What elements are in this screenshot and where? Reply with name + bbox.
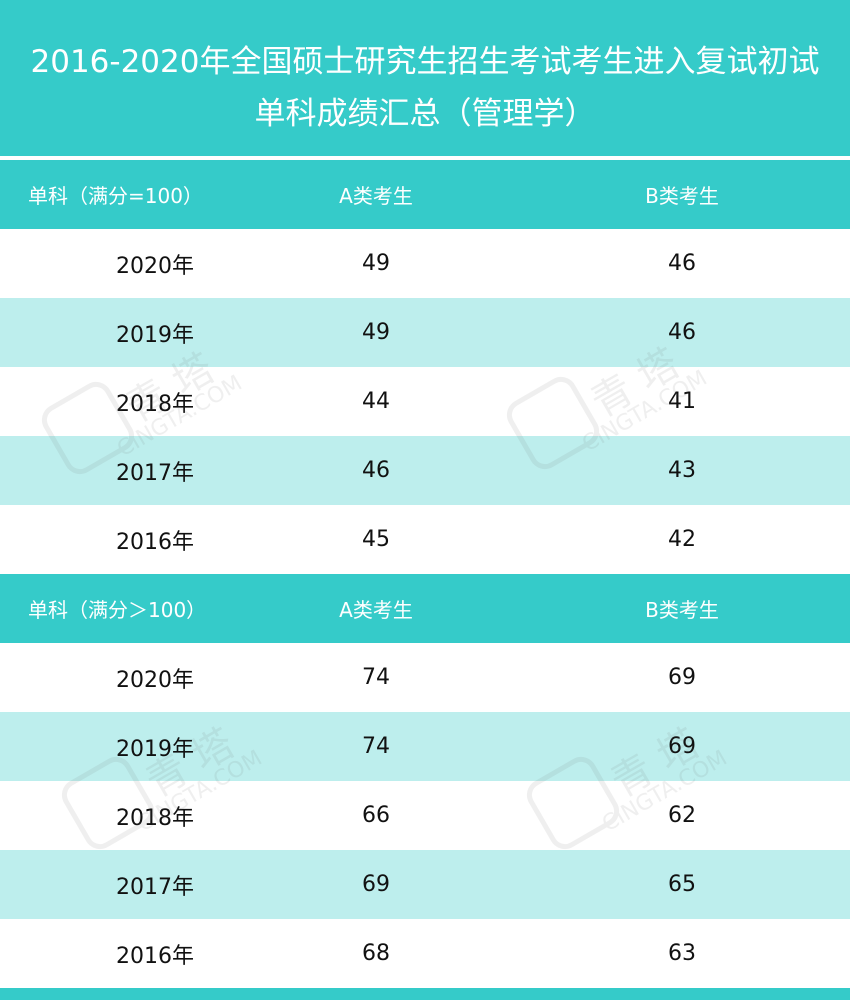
year-cell: 2018年: [116, 805, 194, 831]
table-row: 2018年 44 41: [0, 367, 850, 436]
score-a-cell: 44: [362, 389, 390, 414]
page-title-banner: 2016-2020年全国硕士研究生招生考试考生进入复试初试 单科成绩汇总（管理学…: [0, 0, 850, 156]
score-a-cell: 69: [362, 872, 390, 897]
page-title-line-1: 2016-2020年全国硕士研究生招生考试考生进入复试初试: [30, 44, 820, 80]
score-b-cell: 65: [668, 872, 696, 897]
score-b-cell: 46: [668, 251, 696, 276]
page-title-line-2: 单科成绩汇总（管理学）: [254, 96, 596, 132]
year-cell: 2016年: [116, 943, 194, 969]
score-b-cell: 69: [668, 665, 696, 690]
score-b-cell: 43: [668, 458, 696, 483]
score-a-cell: 45: [362, 527, 390, 552]
year-cell: 2017年: [116, 874, 194, 900]
year-cell: 2020年: [116, 253, 194, 279]
year-cell: 2019年: [116, 736, 194, 762]
header-category-a: A类考生: [339, 184, 413, 208]
year-cell: 2019年: [116, 322, 194, 348]
score-a-cell: 49: [362, 251, 390, 276]
score-b-cell: 46: [668, 320, 696, 345]
header-subject-label: 单科（满分=100）: [28, 184, 203, 208]
score-b-cell: 42: [668, 527, 696, 552]
score-a-cell: 66: [362, 803, 390, 828]
table-row: 2020年 49 46: [0, 229, 850, 298]
divider: [0, 156, 850, 160]
table-row: 2019年 49 46: [0, 298, 850, 367]
year-cell: 2018年: [116, 391, 194, 417]
score-a-cell: 74: [362, 734, 390, 759]
score-b-cell: 69: [668, 734, 696, 759]
score-b-cell: 63: [668, 941, 696, 966]
table-row: 2019年 74 69: [0, 712, 850, 781]
score-b-cell: 62: [668, 803, 696, 828]
table-row: 2020年 74 69: [0, 643, 850, 712]
table-row: 2016年 45 42: [0, 505, 850, 574]
score-a-cell: 68: [362, 941, 390, 966]
bottom-bar: [0, 988, 850, 1000]
table-row: 2017年 46 43: [0, 436, 850, 505]
year-cell: 2017年: [116, 460, 194, 486]
table-header-row: 单科（满分=100） A类考生 B类考生: [0, 160, 850, 229]
score-a-cell: 46: [362, 458, 390, 483]
year-cell: 2016年: [116, 529, 194, 555]
score-a-cell: 49: [362, 320, 390, 345]
year-cell: 2020年: [116, 667, 194, 693]
header-subject-label: 单科（满分＞100）: [28, 598, 207, 622]
header-category-b: B类考生: [645, 184, 719, 208]
score-b-cell: 41: [668, 389, 696, 414]
score-a-cell: 74: [362, 665, 390, 690]
table-row: 2016年 68 63: [0, 919, 850, 988]
header-category-a: A类考生: [339, 598, 413, 622]
table-row: 2018年 66 62: [0, 781, 850, 850]
table-row: 2017年 69 65: [0, 850, 850, 919]
table-header-row: 单科（满分＞100） A类考生 B类考生: [0, 574, 850, 643]
header-category-b: B类考生: [645, 598, 719, 622]
